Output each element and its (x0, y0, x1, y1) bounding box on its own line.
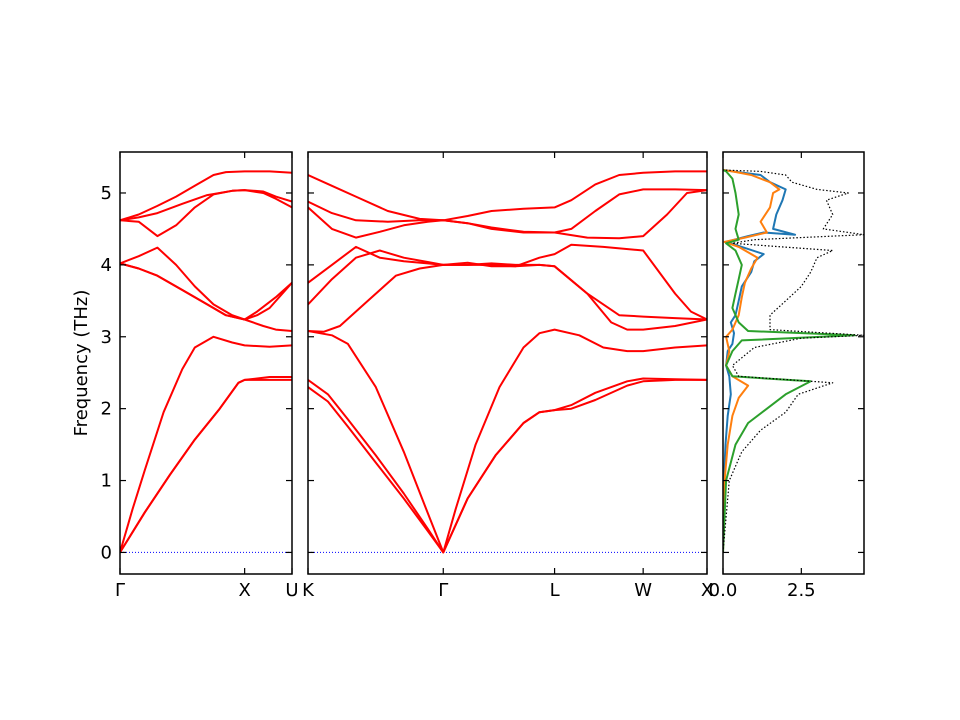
kpoint-label: Γ (438, 580, 448, 601)
kpoint-label: L (550, 580, 560, 601)
chart-panel-1: 0 1 2 3 4 5 Γ X U (101, 151, 299, 601)
dos-x-tick-label: 0.0 (709, 580, 738, 601)
phonon-band-2 (120, 376, 292, 554)
phonon-band-5 (308, 243, 707, 321)
phonon-band-1 (308, 378, 707, 554)
dos-curve-total (723, 169, 864, 553)
y-tick-label: 1 (101, 471, 112, 492)
phonon-band-7 (120, 189, 292, 238)
chart-panel-3: 0.0 2.5 (709, 151, 865, 601)
dos-curve-blue (723, 169, 797, 553)
kpoint-label: U (285, 580, 298, 601)
kpoint-label: Γ (115, 580, 125, 601)
phonon-band-5 (120, 262, 292, 321)
phonon-band-6 (308, 245, 707, 321)
phonon-band-4 (308, 262, 707, 333)
dos-curve-green (723, 169, 856, 553)
axes-frame (722, 151, 865, 575)
kpoint-label: X (238, 580, 250, 601)
y-tick-label: 5 (101, 183, 112, 204)
dos-x-tick-label: 2.5 (787, 580, 816, 601)
y-tick-label: 4 (101, 255, 112, 276)
kpoint-label: W (634, 580, 652, 601)
axes-frame (307, 151, 708, 575)
y-axis-label: Frequency (THz) (71, 290, 92, 437)
kpoint-label: K (302, 580, 315, 601)
y-tick-label: 0 (101, 542, 112, 563)
phonon-band-6 (120, 246, 292, 321)
phonon-band-3 (120, 335, 292, 554)
phonon-band-7 (308, 189, 707, 240)
y-tick-label: 2 (101, 399, 112, 420)
phonon-band-2 (308, 377, 707, 554)
y-tick-label: 3 (101, 327, 112, 348)
phonon-band-3 (308, 328, 707, 554)
phonon-band-9 (120, 170, 292, 222)
axes-frame (119, 151, 293, 575)
phonon-band-9 (308, 170, 707, 222)
dos-curve-orange (723, 169, 781, 553)
kpoint-label: X (701, 580, 713, 601)
phonon-band-8 (308, 188, 707, 234)
phonon-band-8 (120, 189, 292, 222)
